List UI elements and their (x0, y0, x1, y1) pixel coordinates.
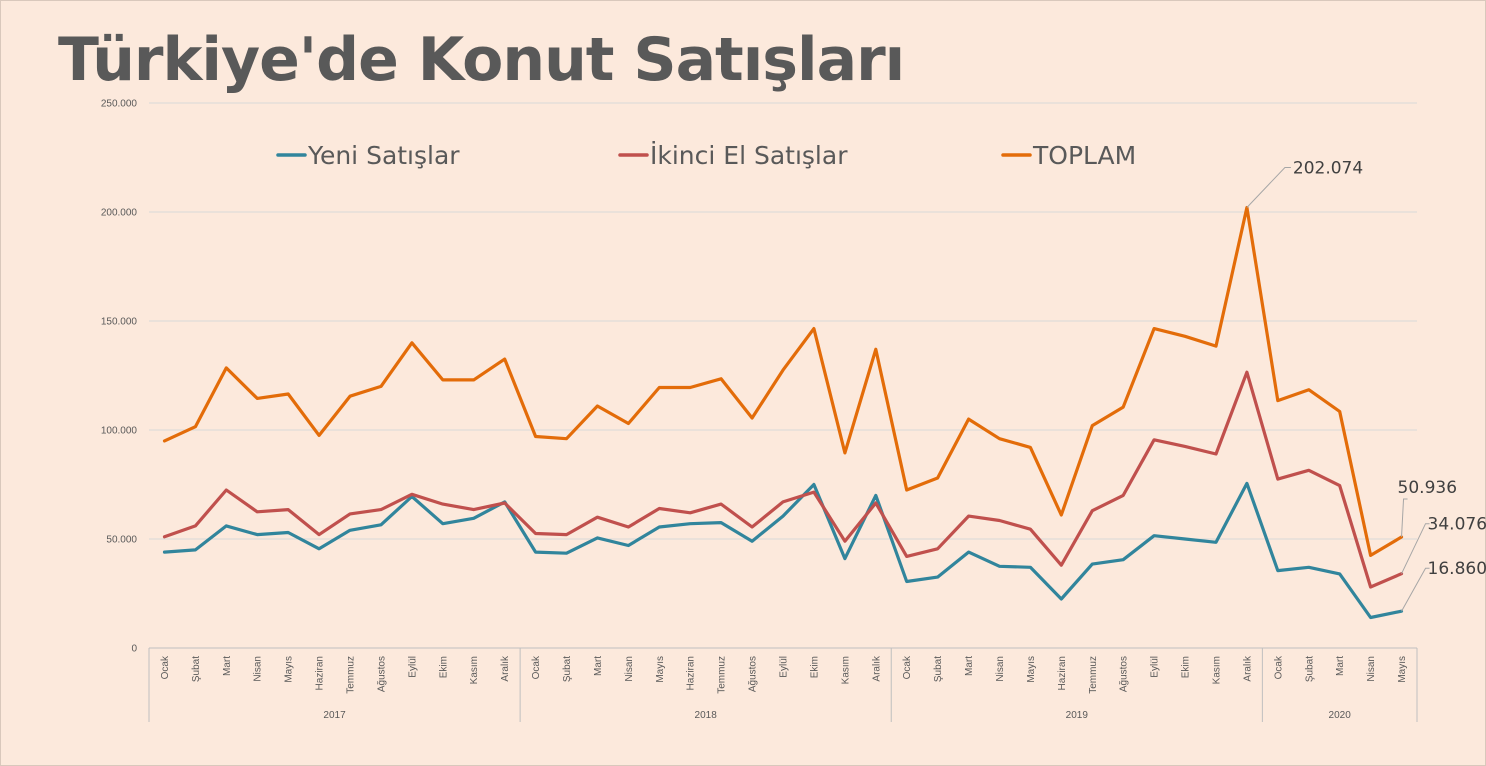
y-tick-label: 250.000 (101, 99, 138, 110)
x-tick-label: Nisan (1366, 656, 1377, 682)
x-tick-label: Mart (593, 656, 604, 676)
x-tick-label: Temmuz (1088, 656, 1099, 694)
x-tick-label: Mart (222, 656, 233, 676)
x-tick-label: Haziran (1057, 656, 1068, 690)
y-tick-label: 200.000 (101, 208, 138, 219)
x-tick-label: Ocak (531, 655, 542, 679)
x-tick-label: Temmuz (717, 656, 728, 694)
series-lines (162, 205, 1404, 620)
x-tick-label: Ocak (160, 655, 171, 679)
data-labels: 202.074 50.936 34.076 16.860 (1246, 158, 1486, 612)
x-tick-label: Nisan (995, 656, 1006, 682)
axes: 0 50.000 100.000 150.000 200.000 250.000 Ocak Ş… (101, 99, 1418, 722)
series-line (162, 205, 1404, 558)
leader-line (1401, 523, 1430, 574)
x-tick-label: Kasım (469, 656, 480, 684)
x-tick-label: Ağustos (748, 656, 759, 692)
data-label: 16.860 (1428, 559, 1486, 579)
chart-title: Türkiye'de Konut Satışları (58, 25, 905, 95)
year-label: 2020 (1329, 710, 1352, 721)
legend-label: Yeni Satışlar (307, 141, 460, 170)
x-tick-label: Mayıs (284, 656, 295, 683)
leader-line (1401, 567, 1430, 612)
legend-label: TOPLAM (1032, 141, 1136, 170)
data-label: 202.074 (1293, 158, 1363, 178)
x-tick-label: Haziran (686, 656, 697, 690)
x-tick-label: Mart (1335, 656, 1346, 676)
y-tick-label: 150.000 (101, 317, 138, 328)
year-label: 2018 (695, 710, 718, 721)
x-tick-label: Mayıs (655, 656, 666, 683)
x-tick-label: Mart (964, 656, 975, 676)
x-tick-label: Şubat (933, 656, 944, 682)
series-line (162, 370, 1404, 589)
x-tick-label: Ağustos (376, 656, 387, 692)
x-tick-label: Ekim (809, 656, 820, 678)
series-line (162, 481, 1404, 620)
x-tick-label: Kasım (1211, 656, 1222, 684)
x-tick-label: Aralık (871, 655, 882, 682)
x-tick-label: Mayıs (1397, 656, 1408, 683)
x-tick-label: Mayıs (1026, 656, 1037, 683)
x-tick-label: Ocak (902, 655, 913, 679)
x-tick-label: Aralık (1242, 655, 1253, 682)
y-tick-label: 100.000 (101, 426, 138, 437)
x-tick-label: Ağustos (1119, 656, 1130, 692)
x-tick-label: Şubat (1304, 656, 1315, 682)
data-label: 50.936 (1398, 478, 1457, 498)
x-tick-label: Ekim (438, 656, 449, 678)
x-tick-label: Aralık (500, 655, 511, 682)
legend: Yeni Satışlar İkinci El Satışlar TOPLAM (276, 141, 1136, 170)
gridlines (149, 102, 1417, 540)
legend-label: İkinci El Satışlar (650, 141, 848, 170)
x-tick-label: Haziran (315, 656, 326, 690)
x-tick-label: Eylül (407, 656, 418, 678)
x-tick-label: Şubat (562, 656, 573, 682)
leader-line (1246, 166, 1291, 208)
x-tick-label: Ekim (1181, 656, 1192, 678)
x-tick-label: Eylül (779, 656, 790, 678)
y-tick-label: 0 (131, 644, 137, 655)
x-tick-label: Nisan (253, 656, 264, 682)
x-tick-label: Eylül (1150, 656, 1161, 678)
year-label: 2017 (323, 710, 346, 721)
data-label: 34.076 (1428, 515, 1486, 535)
x-tick-label: Şubat (191, 656, 202, 682)
x-tick-label: Ocak (1273, 655, 1284, 679)
x-tick-label: Temmuz (346, 656, 357, 694)
leader-line (1401, 498, 1408, 537)
year-label: 2019 (1066, 710, 1089, 721)
x-tick-label: Kasım (840, 656, 851, 684)
y-tick-label: 50.000 (106, 535, 137, 546)
x-tick-label: Nisan (624, 656, 635, 682)
